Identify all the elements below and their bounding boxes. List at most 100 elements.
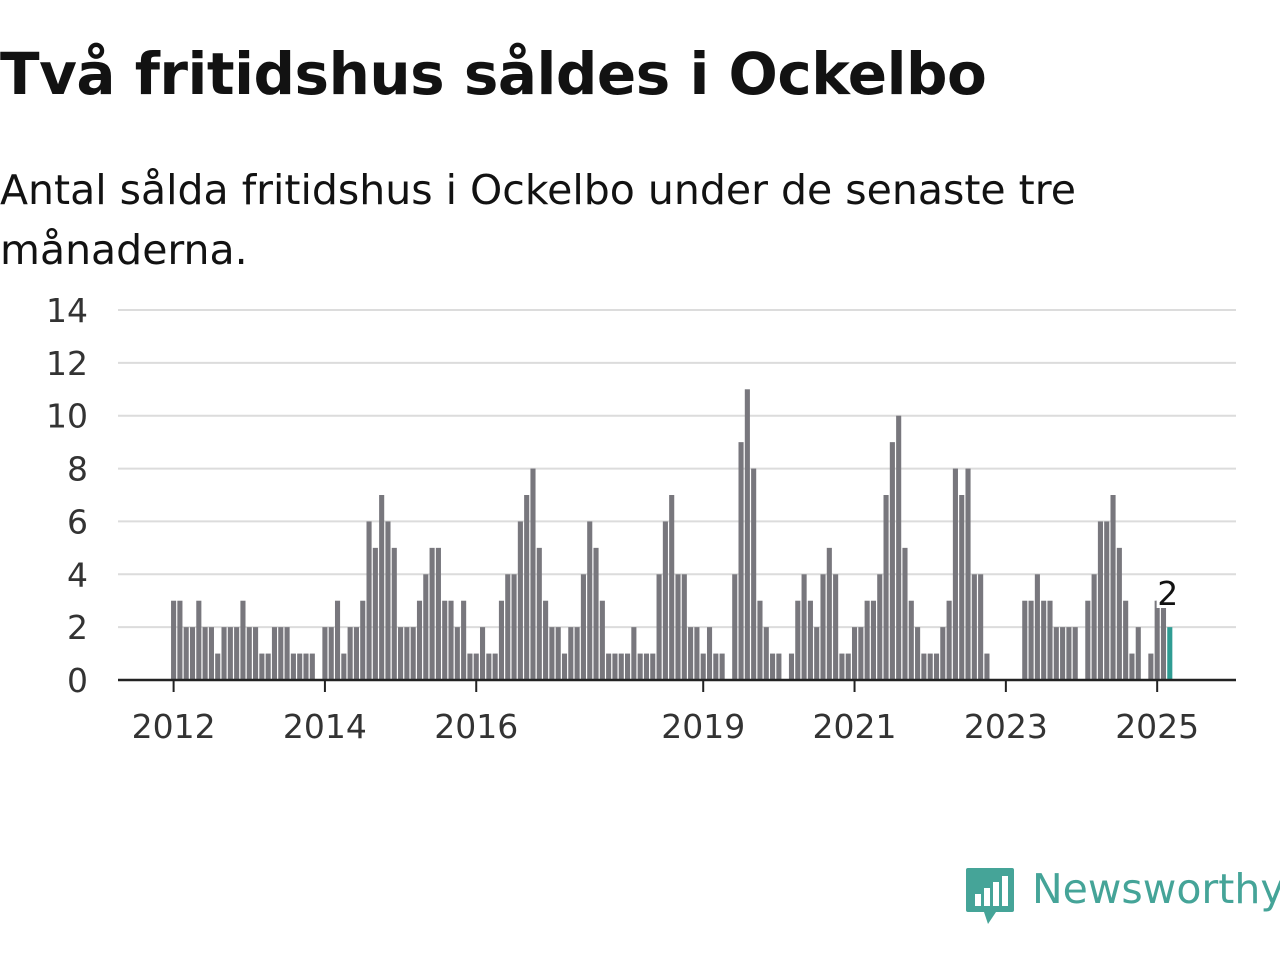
bar: [429, 547, 435, 680]
bar: [290, 653, 296, 680]
bar: [1041, 600, 1047, 680]
bar: [416, 600, 423, 680]
bar-chart: 0 2 4 6 8 10 12 14 2012 2014 2016 2019 2021 2023 2025…: [46, 291, 1236, 746]
bar: [1097, 521, 1103, 680]
y-tick-label: 12: [46, 344, 88, 383]
bar: [303, 653, 309, 680]
bar: [795, 600, 801, 680]
bar: [435, 547, 441, 680]
bar: [379, 495, 385, 680]
bar: [599, 600, 605, 680]
bar: [864, 600, 870, 680]
bar: [1116, 547, 1122, 680]
bar: [1085, 600, 1091, 680]
chart-subtitle: Antal sålda fritidshus i Ockelbo under d…: [0, 166, 1076, 274]
data-labels: 2: [1154, 571, 1181, 616]
bar-highlight: [1167, 627, 1173, 680]
x-tick-label: 2019: [661, 707, 745, 746]
bar: [549, 627, 555, 680]
bar: [851, 627, 858, 680]
bar: [574, 627, 580, 680]
bar: [536, 547, 542, 680]
bar: [915, 627, 921, 680]
bar: [788, 653, 795, 680]
y-tick-label: 8: [67, 450, 88, 489]
gridlines: [118, 309, 1236, 629]
bar: [423, 574, 429, 680]
bar: [606, 653, 612, 680]
bar: [751, 468, 757, 680]
bar: [473, 653, 479, 680]
bar: [681, 574, 687, 680]
bar: [454, 627, 460, 680]
bar: [959, 495, 965, 680]
bar: [1034, 574, 1040, 680]
bar: [215, 653, 221, 680]
bar: [479, 627, 486, 680]
x-tick-label: 2016: [434, 707, 518, 746]
bar: [404, 627, 410, 680]
bar: [839, 653, 845, 680]
bar: [1072, 627, 1078, 680]
bar: [732, 574, 738, 680]
bar: [618, 653, 624, 680]
bar: [492, 653, 498, 680]
bar: [202, 627, 208, 680]
bar: [656, 574, 662, 680]
bar: [505, 574, 511, 680]
bars: [171, 389, 1173, 680]
bar: [643, 653, 650, 680]
bar: [700, 653, 706, 680]
bar: [1123, 600, 1129, 680]
bar: [902, 547, 908, 680]
bar: [530, 468, 536, 680]
bar: [227, 627, 233, 680]
bar: [908, 600, 914, 680]
bar: [706, 627, 713, 680]
bar: [1091, 574, 1097, 680]
bar: [889, 442, 895, 680]
bar-chart-speech-bubble-icon: [966, 868, 1014, 924]
bar: [870, 600, 877, 680]
bar: [946, 600, 952, 680]
bar: [561, 653, 568, 680]
bar: [1110, 495, 1116, 680]
bar: [1066, 627, 1072, 680]
bar: [801, 574, 807, 680]
bar: [1060, 627, 1066, 680]
bar: [366, 521, 372, 680]
bar: [826, 547, 832, 680]
bar: [398, 627, 404, 680]
bar: [410, 627, 416, 680]
bar: [511, 574, 517, 680]
bar: [688, 627, 694, 680]
x-axis-ticks: 2012 2014 2016 2019 2021 2023 2025: [132, 680, 1199, 746]
bar: [322, 627, 328, 680]
bar: [309, 653, 315, 680]
bar: [1148, 653, 1154, 680]
bar: [978, 574, 984, 680]
bar: [171, 600, 177, 680]
newsworthy-logo: Newsworthy: [964, 864, 1280, 928]
bar: [177, 600, 183, 680]
bar: [353, 627, 359, 680]
brand-name: Newsworthy: [1032, 865, 1280, 913]
bar: [580, 574, 586, 680]
bar: [738, 442, 744, 680]
bar: [984, 653, 990, 680]
bar: [971, 574, 977, 680]
bar: [744, 389, 750, 680]
bar: [498, 600, 505, 680]
x-tick-label: 2014: [283, 707, 367, 746]
bar: [360, 600, 366, 680]
bar: [271, 627, 278, 680]
bar: [669, 495, 675, 680]
x-tick-label: 2023: [964, 707, 1048, 746]
x-tick-label: 2021: [813, 707, 897, 746]
bar: [625, 653, 631, 680]
bar: [927, 653, 933, 680]
bar: [1104, 521, 1110, 680]
bar: [385, 521, 391, 680]
bar: [1028, 600, 1034, 680]
bar: [814, 627, 820, 680]
